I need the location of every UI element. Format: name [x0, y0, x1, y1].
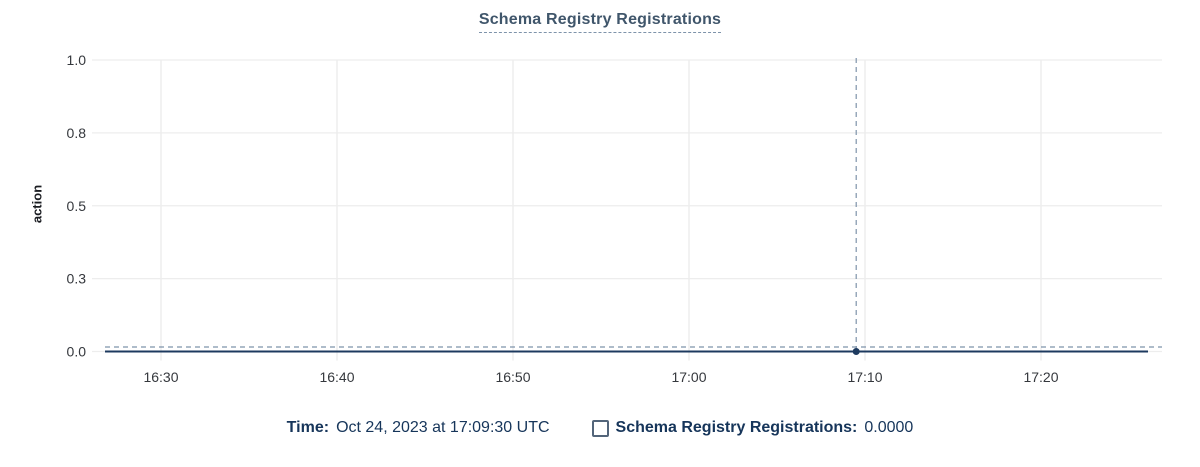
x-tick-label: 16:50 — [495, 369, 530, 385]
x-tick-label: 17:00 — [671, 369, 706, 385]
chart-plot-area[interactable]: 1.0 0.8 0.5 0.3 0.0 16:30 16:40 16:50 17:00 17:10… — [0, 0, 1200, 410]
x-tick-label: 17:20 — [1023, 369, 1058, 385]
data-point — [852, 348, 860, 355]
y-tick-label: 1.0 — [67, 52, 87, 68]
x-tick-label: 16:40 — [319, 369, 354, 385]
x-tick-label: 17:10 — [847, 369, 882, 385]
chart-legend: Time: Oct 24, 2023 at 17:09:30 UTC Schem… — [0, 419, 1200, 437]
x-tick-label: 16:30 — [143, 369, 178, 385]
y-tick-label: 0.8 — [67, 125, 87, 141]
y-tick-label: 0.3 — [67, 271, 87, 287]
chart-title[interactable]: Schema Registry Registrations — [478, 11, 722, 33]
legend-time-label: Time: — [286, 419, 330, 436]
legend-series-checkbox[interactable] — [591, 419, 609, 437]
y-tick-label: 0.0 — [67, 344, 87, 360]
legend-series-label[interactable]: Schema Registry Registrations: — [615, 419, 858, 436]
legend-time-group: Time: Oct 24, 2023 at 17:09:30 UTC — [287, 419, 550, 437]
chart-title-row: Schema Registry Registrations — [0, 11, 1200, 33]
legend-series-group: Schema Registry Registrations: 0.0000 — [591, 419, 914, 437]
legend-series-value: 0.0000 — [864, 419, 914, 436]
y-tick-label: 0.5 — [67, 198, 87, 214]
legend-time-value: Oct 24, 2023 at 17:09:30 UTC — [336, 419, 550, 436]
